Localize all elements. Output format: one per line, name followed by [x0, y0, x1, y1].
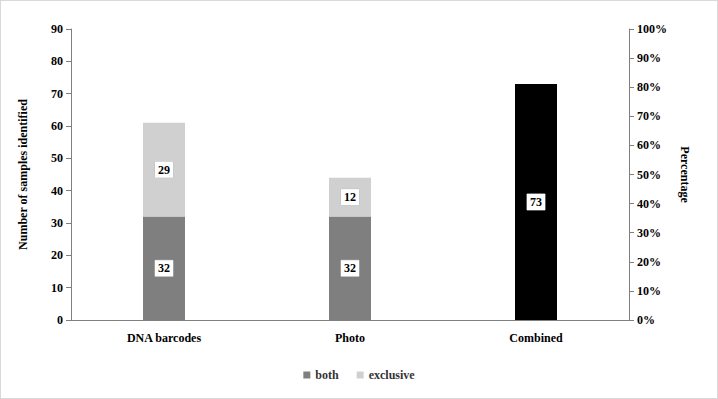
svg-text:30: 30 [51, 216, 63, 230]
svg-text:73: 73 [530, 195, 542, 209]
svg-text:Percentage: Percentage [678, 146, 692, 203]
svg-text:60%: 60% [637, 138, 661, 152]
svg-text:70%: 70% [637, 109, 661, 123]
svg-text:40%: 40% [637, 197, 661, 211]
svg-text:80%: 80% [637, 80, 661, 94]
svg-text:32: 32 [158, 261, 170, 275]
svg-text:0: 0 [57, 313, 63, 327]
svg-text:50%: 50% [637, 168, 661, 182]
svg-text:50: 50 [51, 151, 63, 165]
svg-text:80: 80 [51, 54, 63, 68]
svg-text:both: both [315, 368, 339, 382]
svg-text:20: 20 [51, 248, 63, 262]
svg-text:exclusive: exclusive [369, 368, 416, 382]
svg-text:90%: 90% [637, 51, 661, 65]
svg-text:60: 60 [51, 119, 63, 133]
svg-text:12: 12 [344, 190, 356, 204]
svg-text:30%: 30% [637, 226, 661, 240]
svg-text:10: 10 [51, 281, 63, 295]
svg-text:32: 32 [344, 261, 356, 275]
svg-text:DNA barcodes: DNA barcodes [127, 331, 201, 345]
svg-text:Photo: Photo [335, 331, 365, 345]
svg-text:0%: 0% [637, 313, 655, 327]
svg-text:29: 29 [158, 163, 170, 177]
svg-text:Number of samples identified: Number of samples identified [16, 99, 30, 250]
svg-text:Combined: Combined [509, 331, 563, 345]
svg-text:90: 90 [51, 22, 63, 36]
svg-text:10%: 10% [637, 284, 661, 298]
svg-text:100%: 100% [637, 22, 667, 36]
svg-text:40: 40 [51, 184, 63, 198]
svg-text:20%: 20% [637, 255, 661, 269]
svg-text:70: 70 [51, 87, 63, 101]
